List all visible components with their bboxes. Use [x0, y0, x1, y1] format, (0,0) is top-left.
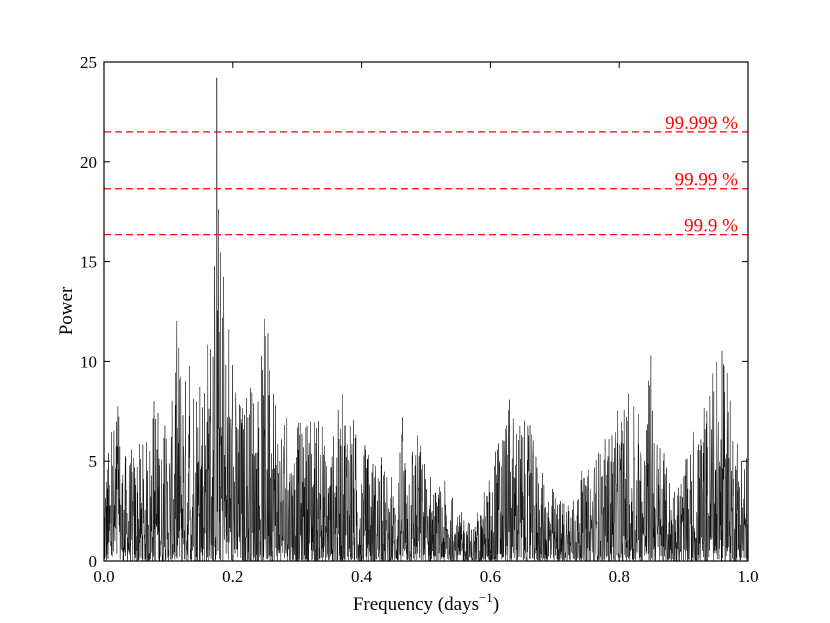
y-tick-label: 15: [80, 253, 97, 272]
threshold-label: 99.9 %: [684, 216, 738, 237]
x-tick-label: 0.4: [351, 567, 373, 586]
y-tick-label: 20: [80, 153, 97, 172]
x-tick-label: 0.2: [222, 567, 243, 586]
plot-frame: [103, 61, 749, 562]
y-axis-label: Power: [56, 286, 77, 335]
x-tick-label: 0.6: [480, 567, 501, 586]
x-tick-label: 0.8: [609, 567, 630, 586]
y-tick-label: 25: [80, 53, 97, 72]
x-axis-label: Frequency (days−1): [353, 590, 499, 615]
y-tick-label: 10: [80, 352, 97, 371]
y-tick-label: 0: [89, 552, 98, 571]
x-tick-label: 0.0: [93, 567, 114, 586]
threshold-label: 99.999 %: [665, 113, 738, 134]
x-tick-label: 1.0: [737, 567, 758, 586]
axis-ticks: 0.0 0.2 0.4 0.6 0.8 1.0 0 5 10 15 20 25: [80, 53, 759, 586]
threshold-label: 99.99 %: [675, 170, 739, 191]
power-series-line: [104, 77, 748, 561]
threshold-lines: 99.999 % 99.99 % 99.9 %: [104, 113, 748, 237]
y-tick-label: 5: [89, 452, 98, 471]
